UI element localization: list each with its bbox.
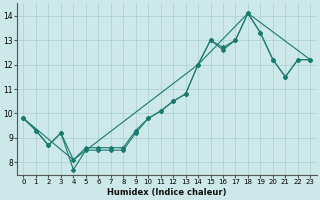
X-axis label: Humidex (Indice chaleur): Humidex (Indice chaleur) — [107, 188, 227, 197]
